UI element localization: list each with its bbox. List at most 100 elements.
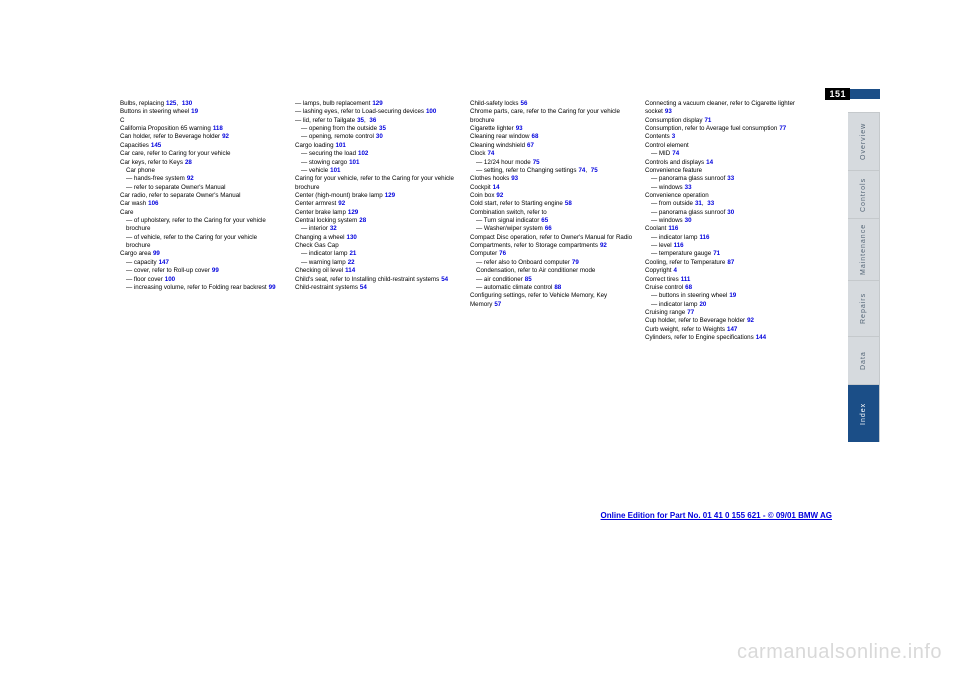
page-ref[interactable]: 129 (372, 100, 382, 107)
page-ref[interactable]: 129 (348, 209, 358, 216)
page-ref[interactable]: 68 (685, 284, 692, 291)
page-ref[interactable]: 101 (336, 142, 346, 149)
page-ref[interactable]: 85 (525, 276, 532, 283)
page-ref[interactable]: 74 (672, 150, 679, 157)
page-ref[interactable]: 102 (358, 150, 368, 157)
index-entry: — panorama glass sunroof30 (645, 209, 808, 217)
page-ref[interactable]: 57 (494, 301, 501, 308)
tab-maintenance[interactable]: Maintenance (848, 218, 880, 280)
page-ref[interactable]: 14 (706, 159, 713, 166)
page-ref[interactable]: 67 (527, 142, 534, 149)
page-ref[interactable]: 88 (554, 284, 561, 291)
page-ref[interactable]: 65 (541, 217, 548, 224)
page-ref[interactable]: 87 (727, 259, 734, 266)
page-ref[interactable]: 79 (572, 259, 579, 266)
index-entry: — MID74 (645, 150, 808, 158)
page-ref[interactable]: 33 (727, 175, 734, 182)
page-ref[interactable]: 92 (747, 317, 754, 324)
page-ref[interactable]: 66 (545, 225, 552, 232)
entry-text: — lid, refer to Tailgate (295, 117, 355, 124)
page-ref[interactable]: 99 (269, 284, 276, 291)
page-ref[interactable]: 114 (345, 267, 355, 274)
page-ref[interactable]: 28 (359, 217, 366, 224)
page-ref[interactable]: 22 (348, 259, 355, 266)
page-ref[interactable]: 75 (591, 167, 598, 174)
tab-index[interactable]: Index (848, 384, 880, 442)
page-ref[interactable]: 74 (487, 150, 494, 157)
index-entry: Car keys, refer to Keys28 (120, 159, 283, 167)
page-ref[interactable]: 100 (165, 276, 175, 283)
entry-text: Bulbs, replacing (120, 100, 164, 107)
page-ref[interactable]: 35 (379, 125, 386, 132)
page-ref[interactable]: 116 (699, 234, 709, 241)
page-ref[interactable]: 130 (347, 234, 357, 241)
page-ref[interactable]: 20 (699, 301, 706, 308)
page-ref[interactable]: 21 (349, 250, 356, 257)
page-ref[interactable]: 3 (672, 133, 675, 140)
tab-repairs[interactable]: Repairs (848, 280, 880, 336)
page-ref[interactable]: 144 (756, 334, 766, 341)
page-ref[interactable]: 36 (369, 117, 376, 124)
entry-text: Controls and displays (645, 159, 704, 166)
tab-controls[interactable]: Controls (848, 170, 880, 218)
page-ref[interactable]: 28 (185, 159, 192, 166)
page-ref[interactable]: 35 (357, 117, 364, 124)
page-ref[interactable]: 125 (166, 100, 176, 107)
page-ref[interactable]: 75 (533, 159, 540, 166)
page-ref[interactable]: 92 (496, 192, 503, 199)
page-ref[interactable]: 116 (674, 242, 684, 249)
page-ref[interactable]: 101 (330, 167, 340, 174)
online-edition-link[interactable]: Online Edition for Part No. 01 41 0 155 … (601, 511, 832, 520)
page-ref[interactable]: 92 (222, 133, 229, 140)
page-ref[interactable]: 56 (521, 100, 528, 107)
page-ref[interactable]: 93 (665, 108, 672, 115)
index-entry: — 12/24 hour mode75 (470, 159, 633, 167)
page-ref[interactable]: 147 (727, 326, 737, 333)
page-ref[interactable]: 58 (565, 200, 572, 207)
page-ref[interactable]: 129 (385, 192, 395, 199)
page-ref[interactable]: 4 (673, 267, 676, 274)
page-ref[interactable]: 31 (695, 200, 702, 207)
index-entry: — refer to separate Owner's Manual (120, 184, 283, 192)
index-entry: — of upholstery, refer to the Caring for… (120, 217, 283, 234)
page-ref[interactable]: 93 (516, 125, 523, 132)
page-ref[interactable]: 100 (426, 108, 436, 115)
page-ref[interactable]: 77 (779, 125, 786, 132)
page-ref[interactable]: 33 (707, 200, 714, 207)
entry-text: — capacity (126, 259, 157, 266)
page-ref[interactable]: 92 (187, 175, 194, 182)
page-ref[interactable]: 99 (153, 250, 160, 257)
page-ref[interactable]: 92 (600, 242, 607, 249)
page-ref[interactable]: 32 (330, 225, 337, 232)
page-ref[interactable]: 30 (376, 133, 383, 140)
page-ref[interactable]: 30 (685, 217, 692, 224)
entry-text: Cleaning rear window (470, 133, 530, 140)
entry-text: Coin box (470, 192, 494, 199)
page-ref[interactable]: 71 (713, 250, 720, 257)
tab-data[interactable]: Data (848, 336, 880, 384)
page-ref[interactable]: 118 (213, 125, 223, 132)
page-ref[interactable]: 111 (681, 276, 691, 283)
page-ref[interactable]: 116 (668, 225, 678, 232)
page-ref[interactable]: 93 (511, 175, 518, 182)
tab-overview[interactable]: Overview (848, 112, 880, 170)
page-ref[interactable]: 99 (212, 267, 219, 274)
page-ref[interactable]: 76 (499, 250, 506, 257)
page-ref[interactable]: 54 (441, 276, 448, 283)
page-ref[interactable]: 54 (360, 284, 367, 291)
page-ref[interactable]: 68 (532, 133, 539, 140)
entry-text: Center brake lamp (295, 209, 346, 216)
page-ref[interactable]: 71 (704, 117, 711, 124)
page-ref[interactable]: 30 (727, 209, 734, 216)
page-ref[interactable]: 14 (493, 184, 500, 191)
page-ref[interactable]: 77 (687, 309, 694, 316)
page-ref[interactable]: 145 (151, 142, 161, 149)
page-ref[interactable]: 147 (159, 259, 169, 266)
page-ref[interactable]: 19 (191, 108, 198, 115)
page-ref[interactable]: 33 (685, 184, 692, 191)
page-ref[interactable]: 92 (338, 200, 345, 207)
page-ref[interactable]: 130 (182, 100, 192, 107)
page-ref[interactable]: 19 (729, 292, 736, 299)
page-ref[interactable]: 101 (349, 159, 359, 166)
page-ref[interactable]: 106 (148, 200, 158, 207)
